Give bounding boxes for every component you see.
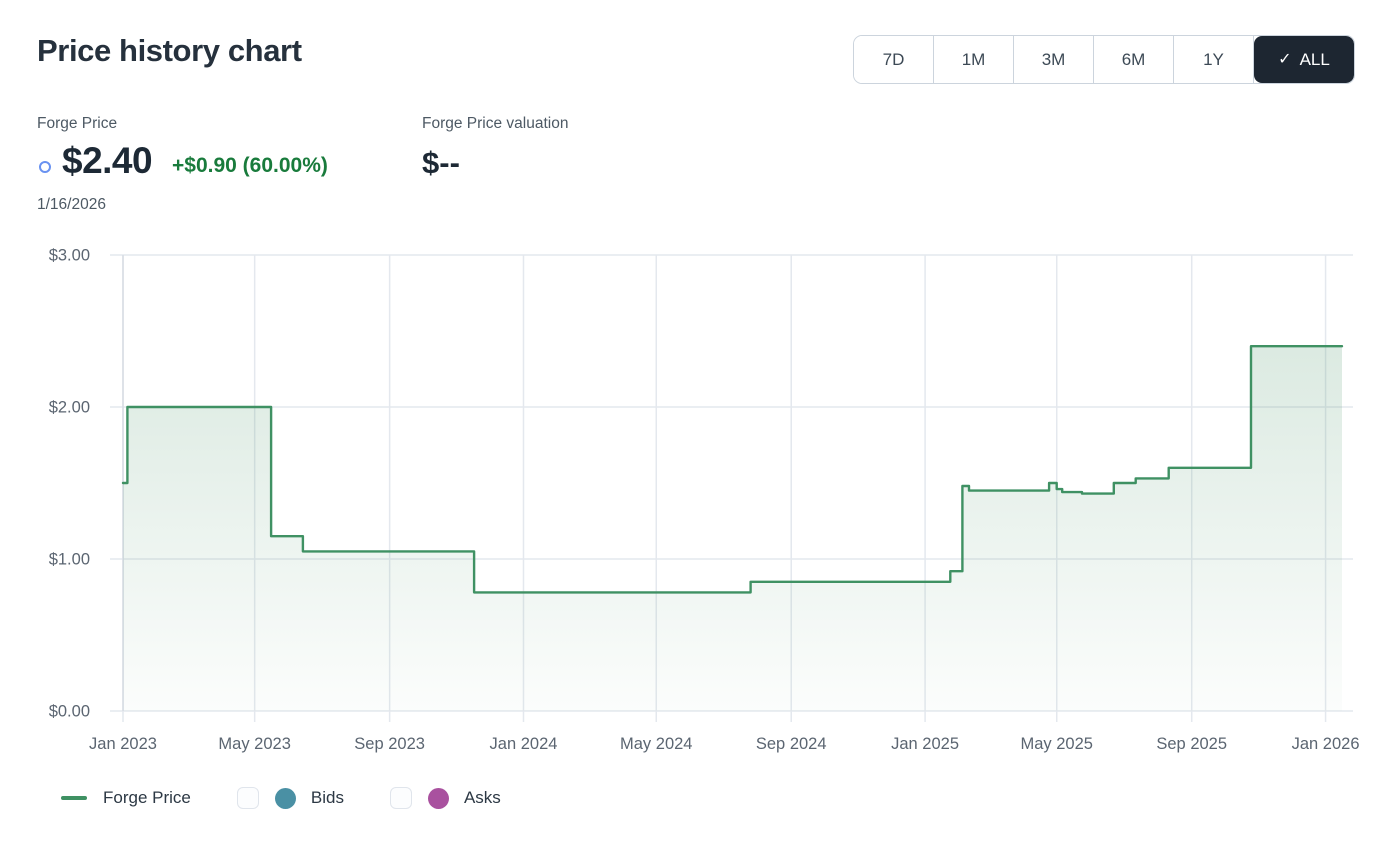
valuation-value: $--: [422, 145, 460, 180]
x-axis-label: Jan 2023: [89, 735, 157, 753]
price-date: 1/16/2026: [37, 196, 106, 213]
range-button-label: ALL: [1299, 49, 1330, 69]
range-button-all[interactable]: ✓ ALL: [1254, 36, 1354, 83]
range-button-label: 3M: [1041, 49, 1066, 69]
range-button-7d[interactable]: 7D: [854, 36, 934, 83]
x-axis-label: Jan 2024: [490, 735, 558, 753]
legend-label-forge-price: Forge Price: [103, 788, 191, 807]
y-axis-label: $0.00: [49, 703, 90, 721]
legend-label-bids: Bids: [310, 788, 344, 807]
range-button-6m[interactable]: 6M: [1094, 36, 1174, 83]
y-axis-label: $1.00: [49, 551, 90, 569]
y-axis-label: $2.00: [49, 399, 90, 417]
forge-price-value: $2.40: [62, 140, 153, 181]
range-button-label: 1Y: [1203, 49, 1224, 69]
x-axis-label: Jan 2026: [1292, 735, 1360, 753]
legend-item-forge-price: Forge Price: [61, 788, 191, 808]
x-axis-label: Sep 2023: [354, 735, 425, 753]
valuation-label: Forge Price valuation: [422, 115, 569, 132]
price-marker-icon: [39, 161, 51, 173]
price-change: +$0.90 (60.00%): [172, 154, 328, 177]
range-button-1m[interactable]: 1M: [934, 36, 1014, 83]
range-button-label: 7D: [882, 49, 905, 69]
legend-item-bids[interactable]: Bids: [236, 787, 344, 809]
price-area-fill: [123, 346, 1342, 711]
line-swatch-icon-forge-price: [61, 796, 87, 800]
legend: Forge Price Bids Asks: [61, 783, 501, 813]
range-button-label: 1M: [961, 49, 986, 69]
check-icon: ✓: [1278, 50, 1292, 68]
legend-item-asks[interactable]: Asks: [389, 787, 501, 809]
x-axis-label: May 2024: [620, 735, 692, 753]
legend-checkbox-asks[interactable]: [389, 787, 412, 809]
time-range-selector: 7D 1M 3M 6M 1Y ✓ ALL: [853, 35, 1355, 84]
legend-label-asks: Asks: [463, 788, 501, 807]
range-button-3m[interactable]: 3M: [1014, 36, 1094, 83]
legend-checkbox-bids[interactable]: [236, 787, 259, 809]
page-title: Price history chart: [37, 33, 302, 68]
x-axis-label: May 2023: [218, 735, 290, 753]
range-button-1y[interactable]: 1Y: [1174, 36, 1254, 83]
x-axis-label: Sep 2025: [1156, 735, 1227, 753]
dot-icon-asks: [427, 787, 449, 809]
y-axis-label: $3.00: [49, 247, 90, 265]
range-button-label: 6M: [1121, 49, 1146, 69]
x-axis-label: Jan 2025: [891, 735, 959, 753]
x-axis-label: Sep 2024: [756, 735, 827, 753]
price-line: [121, 345, 1344, 594]
forge-price-label: Forge Price: [37, 115, 118, 132]
dot-icon-bids: [274, 787, 296, 809]
x-axis-label: May 2025: [1021, 735, 1093, 753]
